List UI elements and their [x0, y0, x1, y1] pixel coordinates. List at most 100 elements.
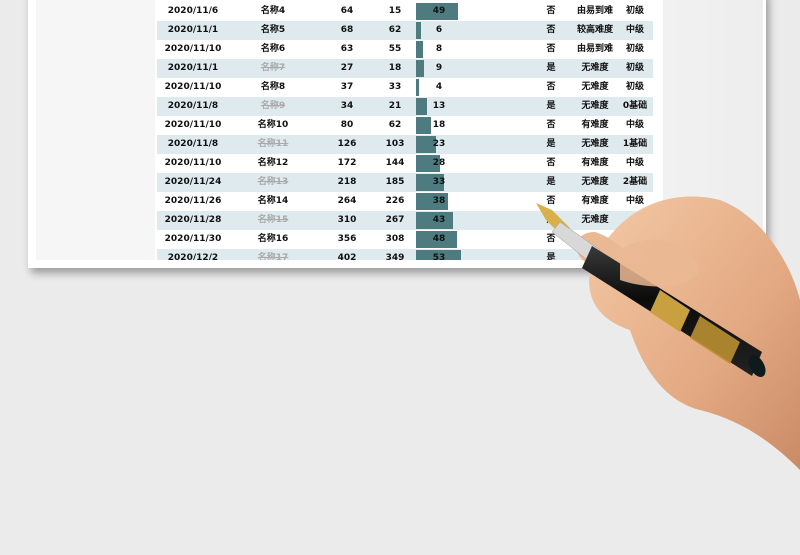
yes-no-cell: 是	[546, 139, 556, 149]
bar-value-cell: 53	[432, 253, 446, 260]
name-cell: 名称10	[257, 120, 289, 130]
bar-value-cell: 8	[435, 44, 443, 54]
name-cell: 名称17	[257, 253, 289, 260]
yes-no-cell: 是	[546, 215, 556, 225]
date-cell: 2020/11/10	[164, 82, 222, 92]
yes-no-cell: 是	[546, 101, 556, 111]
data-bar	[416, 212, 453, 229]
table-row: 2020/11/10 名称6 63 55 8 否 由易到难 初级	[157, 40, 653, 59]
data-bar	[416, 22, 422, 39]
data-bar	[416, 155, 440, 172]
level-cell: 中级	[625, 25, 644, 35]
level-cell: 初级	[625, 6, 644, 16]
table-row: 2020/11/30 名称16 356 308 48 否	[157, 230, 653, 249]
difficulty-cell: 无难度	[581, 82, 609, 92]
difficulty-cell: 有难度	[581, 158, 609, 168]
name-cell: 名称12	[257, 158, 289, 168]
bar-value-cell: 33	[432, 177, 446, 187]
data-bar	[416, 3, 458, 20]
level-cell: 0基础	[622, 101, 648, 111]
date-cell: 2020/11/10	[164, 158, 222, 168]
value-a-cell: 264	[337, 196, 357, 206]
yes-no-cell: 是	[546, 253, 556, 260]
date-cell: 2020/11/8	[167, 101, 219, 111]
date-cell: 2020/12/2	[167, 253, 219, 260]
level-cell: 初级	[625, 82, 644, 92]
name-cell: 名称6	[260, 44, 286, 54]
difficulty-cell: 无难度	[581, 177, 609, 187]
yes-no-cell: 否	[546, 234, 556, 244]
level-cell: 中级	[625, 196, 644, 206]
table-row: 2020/11/1 名称7 27 18 9 是 无难度 初级	[157, 59, 653, 78]
bar-value-cell: 18	[432, 120, 446, 130]
data-bar	[416, 41, 423, 58]
value-a-cell: 27	[340, 63, 354, 73]
value-b-cell: 55	[388, 44, 402, 54]
difficulty-cell: 较高难度	[576, 25, 613, 35]
table-row: 2020/11/24 名称13 218 185 33 是 无难度 2基础	[157, 173, 653, 192]
table-row: 2020/11/10 名称12 172 144 28 否 有难度 中级	[157, 154, 653, 173]
spreadsheet-table: 2020/11/6 名称4 64 15 49 否由易到难 初级 2020/11/1 名称5 68 6…	[155, 0, 663, 260]
table-row: 2020/11/6 名称4 64 15 49 否 由易到难 初级	[157, 2, 653, 21]
value-b-cell: 15	[388, 6, 402, 16]
table-row: 2020/11/28 名称15 310 267 43 是 无难度	[157, 211, 653, 230]
date-cell: 2020/11/6	[167, 6, 219, 16]
value-a-cell: 80	[340, 120, 354, 130]
value-b-cell: 349	[385, 253, 405, 260]
level-cell: 初级	[625, 63, 644, 73]
level-cell: 中级	[625, 158, 644, 168]
value-b-cell: 21	[388, 101, 402, 111]
yes-no-cell: 是	[546, 177, 556, 187]
value-a-cell: 64	[340, 6, 354, 16]
date-cell: 2020/11/1	[167, 25, 219, 35]
name-cell: 名称5	[260, 25, 286, 35]
data-bar	[416, 174, 445, 191]
name-cell: 名称16	[257, 234, 289, 244]
value-a-cell: 126	[337, 139, 357, 149]
value-a-cell: 34	[340, 101, 354, 111]
date-cell: 2020/11/26	[164, 196, 222, 206]
yes-no-cell: 否	[546, 196, 556, 206]
date-cell: 2020/11/24	[164, 177, 222, 187]
value-b-cell: 185	[385, 177, 405, 187]
table-row: 2020/11/10 名称10 80 62 18 否 有难度 中级	[157, 116, 653, 135]
difficulty-cell: 有难度	[581, 196, 609, 206]
bar-value-cell: 43	[432, 215, 446, 225]
data-bar	[416, 136, 436, 153]
value-a-cell: 63	[340, 44, 354, 54]
yes-no-cell: 否	[546, 25, 556, 35]
value-b-cell: 33	[388, 82, 402, 92]
difficulty-cell: 由易到难	[576, 44, 613, 54]
value-a-cell: 172	[337, 158, 357, 168]
yes-no-cell: 否	[546, 44, 556, 54]
date-cell: 2020/11/28	[164, 215, 222, 225]
difficulty-cell: 由易到难	[576, 6, 613, 16]
table-row: 2020/11/8 名称9 34 21 13 是 无难度 0基础	[157, 97, 653, 116]
name-cell: 名称4	[260, 6, 286, 16]
difficulty-cell: 无难度	[581, 63, 609, 73]
value-a-cell: 68	[340, 25, 354, 35]
value-a-cell: 402	[337, 253, 357, 260]
yes-no-cell: 否	[546, 158, 556, 168]
value-b-cell: 62	[388, 120, 402, 130]
value-a-cell: 37	[340, 82, 354, 92]
table-row: 2020/11/8 名称11 126 103 23 是 无难度 1基础	[157, 135, 653, 154]
name-cell: 名称7	[260, 63, 286, 73]
difficulty-cell: 无难度	[581, 215, 609, 225]
value-a-cell: 218	[337, 177, 357, 187]
name-cell: 名称11	[257, 139, 289, 149]
yes-no-cell: 否	[546, 82, 556, 92]
bar-value-cell: 4	[435, 82, 443, 92]
value-a-cell: 356	[337, 234, 357, 244]
date-cell: 2020/11/10	[164, 120, 222, 130]
name-cell: 名称14	[257, 196, 289, 206]
value-b-cell: 226	[385, 196, 405, 206]
value-b-cell: 267	[385, 215, 405, 225]
bar-value-cell: 38	[432, 196, 446, 206]
level-cell: 初级	[625, 44, 644, 54]
date-cell: 2020/11/30	[164, 234, 222, 244]
value-b-cell: 62	[388, 25, 402, 35]
data-bar	[416, 98, 428, 115]
bar-value-cell: 49	[432, 6, 446, 16]
bar-value-cell: 9	[435, 63, 443, 73]
